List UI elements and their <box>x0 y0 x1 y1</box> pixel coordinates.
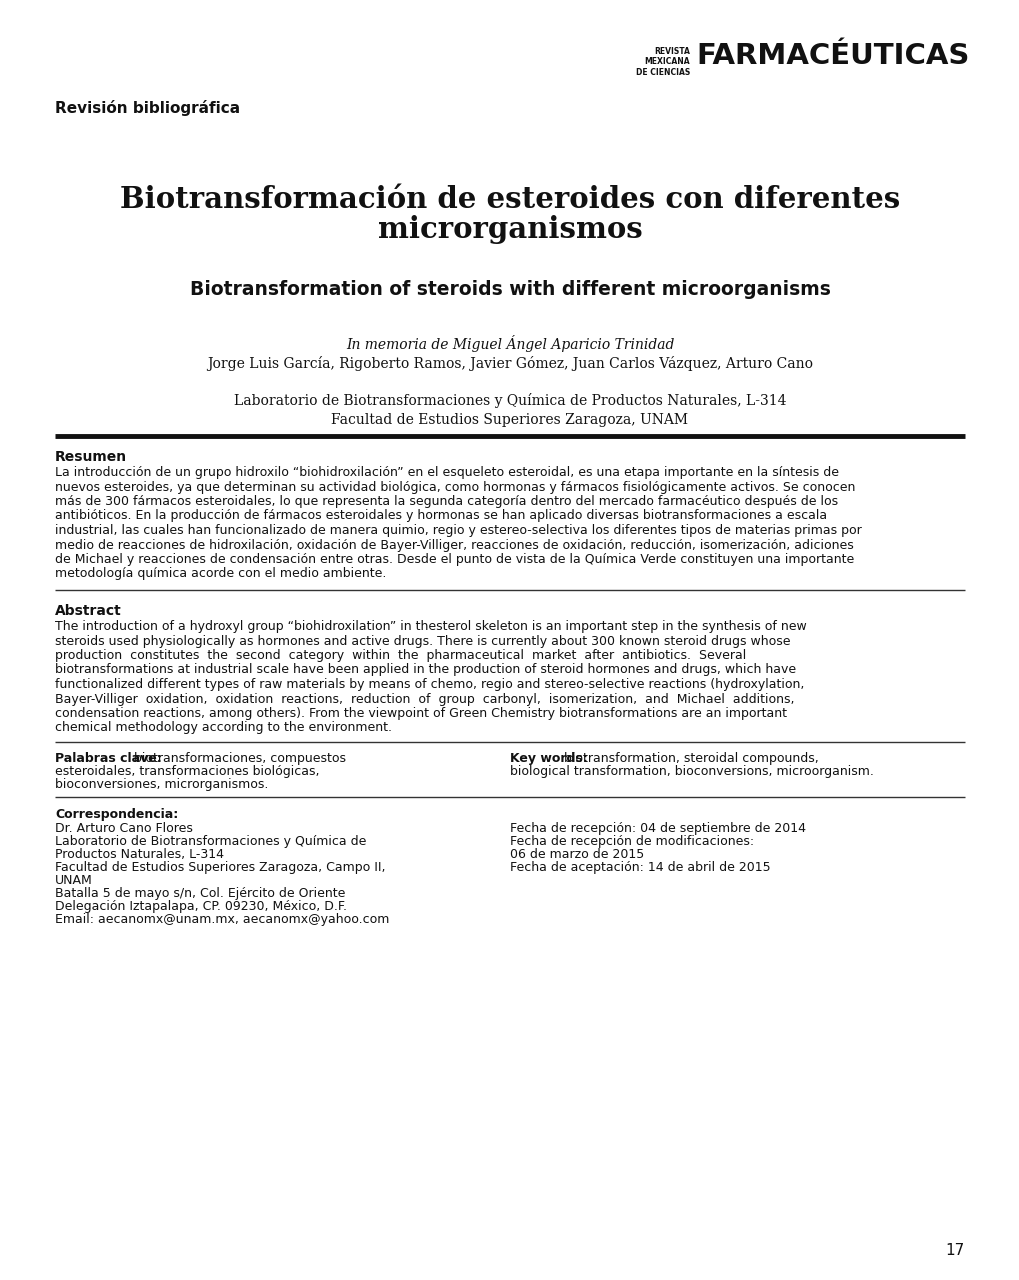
Text: production  constitutes  the  second  category  within  the  pharmaceutical  mar: production constitutes the second catego… <box>55 649 746 662</box>
Text: biological transformation, bioconversions, microorganism.: biological transformation, bioconversion… <box>510 765 873 778</box>
Text: Biotransformación de esteroides con diferentes: Biotransformación de esteroides con dife… <box>120 186 899 214</box>
Text: UNAM: UNAM <box>55 874 93 887</box>
Text: Facultad de Estudios Superiores Zaragoza, UNAM: Facultad de Estudios Superiores Zaragoza… <box>331 413 688 428</box>
Text: The introduction of a hydroxyl group “biohidroxilation” in thesterol skeleton is: The introduction of a hydroxyl group “bi… <box>55 620 806 634</box>
Text: microrganismos: microrganismos <box>377 215 642 244</box>
Text: Resumen: Resumen <box>55 451 127 463</box>
Text: Laboratorio de Biotransformaciones y Química de: Laboratorio de Biotransformaciones y Quí… <box>55 835 366 847</box>
Text: biotransformation, steroidal compounds,: biotransformation, steroidal compounds, <box>559 751 818 765</box>
Text: REVISTA
MEXICANA
DE CIENCIAS: REVISTA MEXICANA DE CIENCIAS <box>635 47 689 77</box>
Text: Productos Naturales, L-314: Productos Naturales, L-314 <box>55 847 224 861</box>
Text: más de 300 fármacos esteroidales, lo que representa la segunda categoría dentro : más de 300 fármacos esteroidales, lo que… <box>55 495 838 508</box>
Text: Dr. Arturo Cano Flores: Dr. Arturo Cano Flores <box>55 822 193 835</box>
Text: In memoria de Miguel Ángel Aparicio Trinidad: In memoria de Miguel Ángel Aparicio Trin… <box>345 335 674 352</box>
Text: Laboratorio de Biotransformaciones y Química de Productos Naturales, L-314: Laboratorio de Biotransformaciones y Quí… <box>233 393 786 408</box>
Text: Batalla 5 de mayo s/n, Col. Ejército de Oriente: Batalla 5 de mayo s/n, Col. Ejército de … <box>55 887 345 900</box>
Text: Facultad de Estudios Superiores Zaragoza, Campo II,: Facultad de Estudios Superiores Zaragoza… <box>55 861 385 874</box>
Text: industrial, las cuales han funcionalizado de manera quimio, regio y estereo-sele: industrial, las cuales han funcionalizad… <box>55 524 861 538</box>
Text: Fecha de recepción: 04 de septiembre de 2014: Fecha de recepción: 04 de septiembre de … <box>510 822 805 835</box>
Text: antibióticos. En la producción de fármacos esteroidales y hormonas se han aplica: antibióticos. En la producción de fármac… <box>55 509 826 522</box>
Text: Key words:: Key words: <box>510 751 587 765</box>
Text: steroids used physiologically as hormones and active drugs. There is currently a: steroids used physiologically as hormone… <box>55 635 790 648</box>
Text: Bayer-Villiger  oxidation,  oxidation  reactions,  reduction  of  group  carbony: Bayer-Villiger oxidation, oxidation reac… <box>55 692 794 705</box>
Text: biotransformations at industrial scale have been applied in the production of st: biotransformations at industrial scale h… <box>55 663 796 677</box>
Text: 17: 17 <box>945 1243 964 1258</box>
Text: biotransformaciones, compuestos: biotransformaciones, compuestos <box>129 751 345 765</box>
Text: Abstract: Abstract <box>55 604 121 618</box>
Text: Palabras clave:: Palabras clave: <box>55 751 162 765</box>
Text: bioconversiones, microrganismos.: bioconversiones, microrganismos. <box>55 778 268 791</box>
Text: Email: aecanomx@unam.mx, aecanomx@yahoo.com: Email: aecanomx@unam.mx, aecanomx@yahoo.… <box>55 913 389 925</box>
Text: functionalized different types of raw materials by means of chemo, regio and ste: functionalized different types of raw ma… <box>55 678 804 691</box>
Text: de Michael y reacciones de condensación entre otras. Desde el punto de vista de : de Michael y reacciones de condensación … <box>55 553 854 566</box>
Text: metodología química acorde con el medio ambiente.: metodología química acorde con el medio … <box>55 567 386 581</box>
Text: Fecha de aceptación: 14 de abril de 2015: Fecha de aceptación: 14 de abril de 2015 <box>510 861 770 874</box>
Text: Jorge Luis García, Rigoberto Ramos, Javier Gómez, Juan Carlos Vázquez, Arturo Ca: Jorge Luis García, Rigoberto Ramos, Javi… <box>207 356 812 371</box>
Text: medio de reacciones de hidroxilación, oxidación de Bayer-Villiger, reacciones de: medio de reacciones de hidroxilación, ox… <box>55 539 853 552</box>
Text: Fecha de recepción de modificaciones:: Fecha de recepción de modificaciones: <box>510 835 753 847</box>
Text: Revisión bibliográfica: Revisión bibliográfica <box>55 100 239 116</box>
Text: nuevos esteroides, ya que determinan su actividad biológica, como hormonas y fár: nuevos esteroides, ya que determinan su … <box>55 480 855 494</box>
Text: FARMACÉUTICAS: FARMACÉUTICAS <box>696 42 969 70</box>
Text: 06 de marzo de 2015: 06 de marzo de 2015 <box>510 847 644 861</box>
Text: Correspondencia:: Correspondencia: <box>55 808 178 820</box>
Text: chemical methodology according to the environment.: chemical methodology according to the en… <box>55 722 391 735</box>
Text: esteroidales, transformaciones biológicas,: esteroidales, transformaciones biológica… <box>55 765 319 778</box>
Text: condensation reactions, among others). From the viewpoint of Green Chemistry bio: condensation reactions, among others). F… <box>55 707 787 719</box>
Text: La introducción de un grupo hidroxilo “biohidroxilación” en el esqueleto esteroi: La introducción de un grupo hidroxilo “b… <box>55 466 839 479</box>
Text: Biotransformation of steroids with different microorganisms: Biotransformation of steroids with diffe… <box>190 280 829 300</box>
Text: Delegación Iztapalapa, CP. 09230, México, D.F.: Delegación Iztapalapa, CP. 09230, México… <box>55 900 346 913</box>
